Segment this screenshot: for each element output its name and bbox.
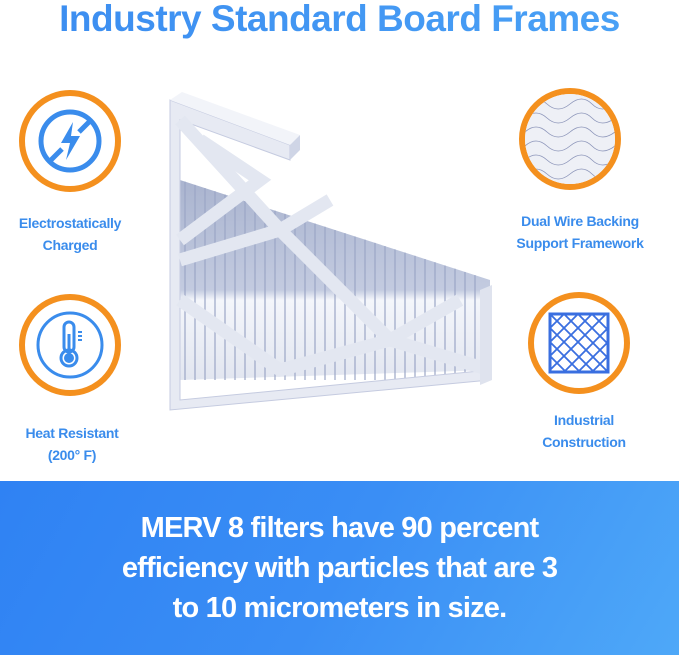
banner-line-2: efficiency with particles that are 3 — [121, 552, 558, 584]
feature-label-industrial: Industrial Construction — [542, 412, 626, 450]
no-static-lightning-icon — [38, 109, 102, 173]
banner-line-3: to 10 micrometers in size. — [172, 592, 508, 624]
electrostatic-badge — [19, 90, 121, 192]
wire-mesh-photo-icon — [525, 94, 615, 184]
wire-backing-badge — [519, 88, 621, 190]
feature-label-heat: Heat Resistant (200° F) — [25, 425, 119, 463]
industrial-badge — [528, 292, 630, 394]
page-title: Industry Standard Board Frames — [0, 0, 679, 40]
banner-line-1: MERV 8 filters have 90 percent — [140, 512, 540, 544]
air-filter-illustration — [169, 92, 492, 411]
heat-resistant-badge — [19, 294, 121, 396]
grid-frame-icon — [548, 312, 610, 374]
merv-info-banner: MERV 8 filters have 90 percent efficienc… — [0, 481, 679, 655]
feature-label-electrostatic: Electrostatically Charged — [18, 215, 122, 253]
feature-label-wire-backing: Dual Wire Backing Support Framework — [516, 213, 644, 251]
thermometer-icon — [36, 311, 104, 379]
